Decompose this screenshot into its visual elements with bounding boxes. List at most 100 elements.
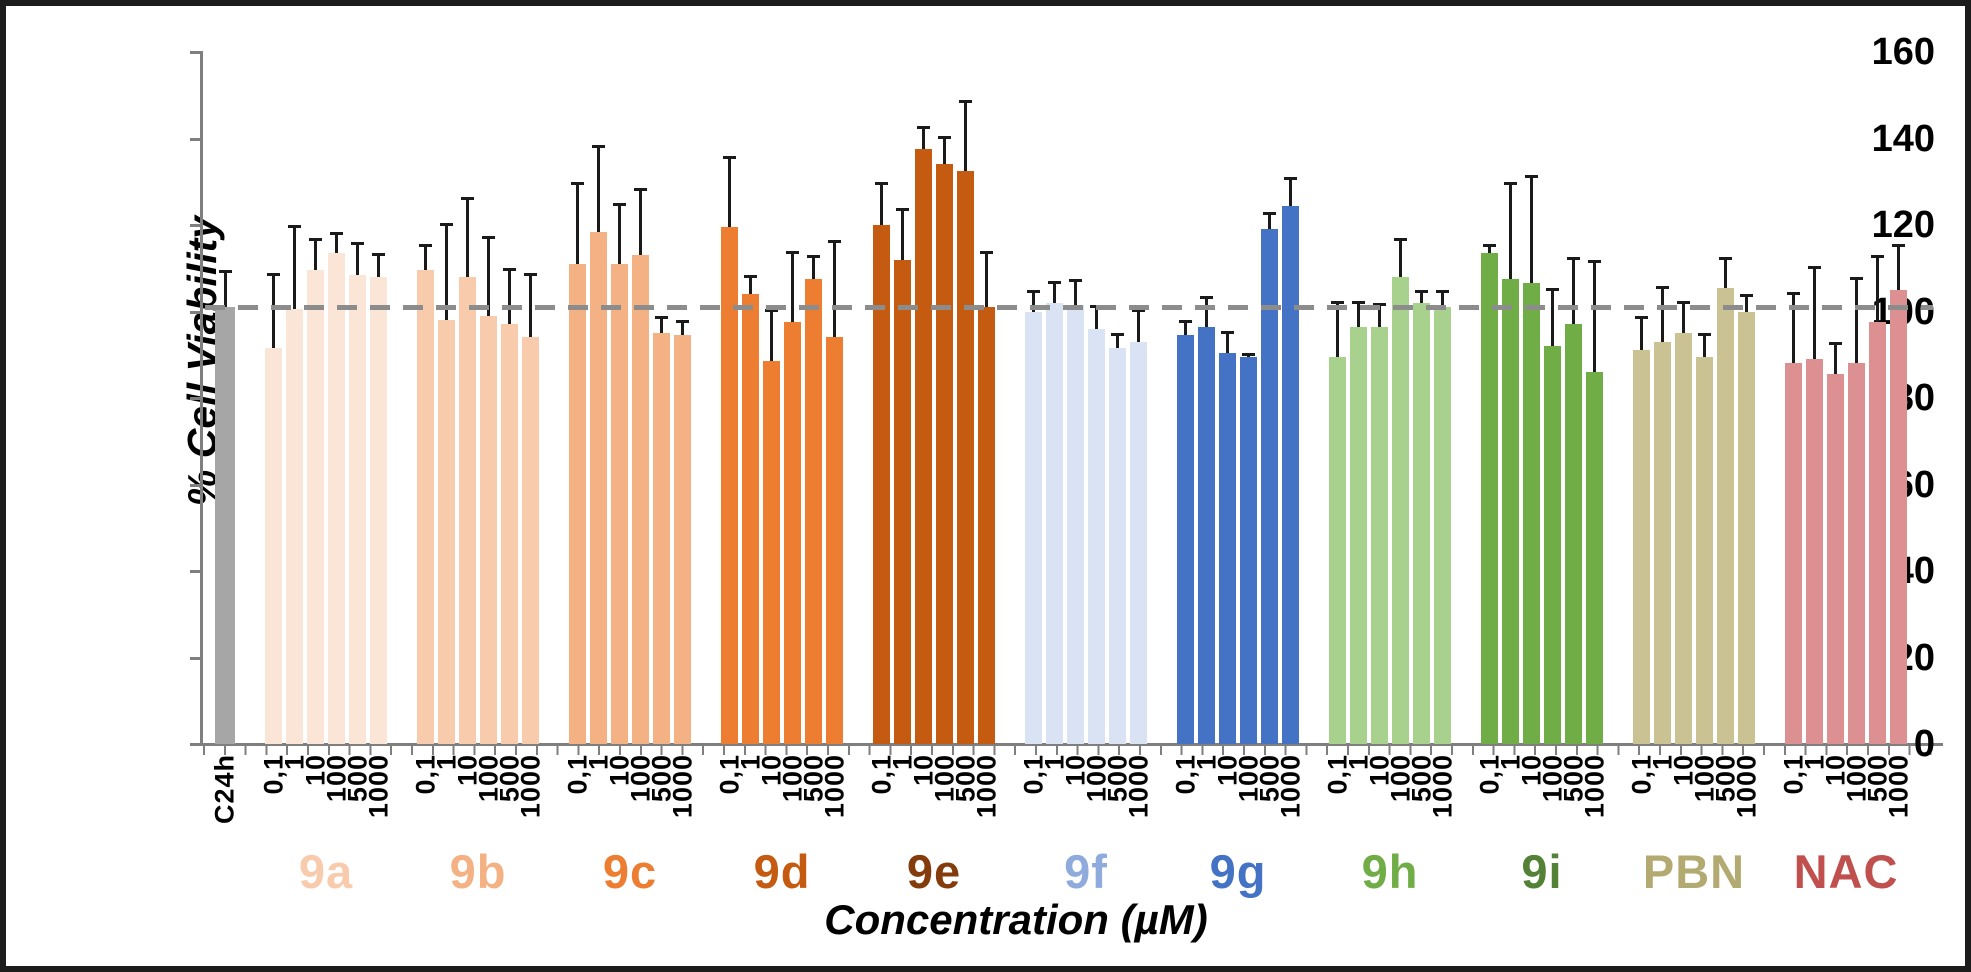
- x-tick-label: 1000: [1579, 754, 1610, 818]
- error-bar: [576, 181, 579, 264]
- bar-slot: 10: [1516, 52, 1546, 786]
- y-tick: [190, 137, 203, 141]
- error-bar: [487, 235, 490, 316]
- error-bar-cap: [1394, 237, 1407, 241]
- bar: [1544, 346, 1561, 744]
- error-bar: [466, 196, 469, 277]
- bar-slot: 1000: [667, 52, 697, 818]
- error-bar: [922, 125, 925, 150]
- x-tick-label-text: 1000: [1123, 754, 1153, 819]
- error-bar-cap: [1698, 333, 1711, 337]
- error-bar: [1745, 294, 1748, 312]
- bar-slot: 0,1: [1474, 52, 1504, 795]
- x-axis-title: Concentration (µM): [824, 896, 1208, 943]
- error-bar: [1226, 330, 1229, 353]
- bar: [1413, 302, 1430, 744]
- error-bar: [1399, 237, 1402, 277]
- error-bar: [880, 181, 883, 225]
- error-bar: [597, 145, 600, 232]
- error-bar: [1137, 309, 1140, 342]
- bar: [873, 225, 890, 744]
- x-tick-label-text: 1000: [363, 754, 393, 819]
- error-bar: [508, 268, 511, 325]
- bar: [328, 253, 345, 744]
- error-bar-cap: [1808, 266, 1821, 270]
- error-bar-cap: [1656, 285, 1669, 289]
- error-bar-cap: [461, 196, 474, 200]
- x-tick-label: 1000: [1123, 754, 1154, 818]
- error-bar: [223, 270, 227, 308]
- error-bar: [1205, 296, 1208, 327]
- bar-slot: 0,1: [1322, 52, 1352, 795]
- y-tick: [190, 397, 203, 400]
- bar-group-9f: 0,1 1 10 100 500 1000 9f: [1018, 52, 1153, 898]
- reference-dashed-line: [205, 305, 1933, 311]
- bar: [1219, 352, 1236, 744]
- error-bar-cap: [980, 250, 993, 254]
- group-label-9i: 9i: [1521, 845, 1563, 898]
- x-tick-label: 1000: [1883, 754, 1914, 818]
- bar-slot: 1000: [363, 52, 393, 818]
- bar-slot: 1000: [1883, 52, 1913, 818]
- bar-slot: 1: [1647, 52, 1677, 770]
- bar: [1633, 350, 1650, 744]
- error-bar-cap: [1048, 281, 1061, 285]
- error-bar-cap: [1373, 302, 1386, 306]
- bar: [1392, 276, 1409, 744]
- error-bar: [529, 272, 532, 338]
- bar-slot: 10: [604, 52, 634, 786]
- x-tick-label-text: 1000: [819, 754, 849, 819]
- error-bar: [445, 222, 448, 321]
- error-bar: [1378, 302, 1381, 327]
- error-bar-cap: [1719, 257, 1732, 261]
- bar-slot: 500: [646, 52, 676, 802]
- bar-slot: 1: [1191, 52, 1221, 770]
- error-bar: [356, 242, 359, 275]
- bar: [459, 276, 476, 744]
- bar: [1025, 311, 1042, 744]
- error-bar-cap: [744, 274, 757, 278]
- error-bar: [1053, 281, 1056, 303]
- error-bar-cap: [419, 244, 432, 248]
- bar-slot: 0,1: [1170, 52, 1200, 795]
- bar: [1827, 374, 1844, 744]
- error-bar-cap: [1221, 330, 1234, 334]
- x-tick-label: 1000: [515, 754, 546, 818]
- bar-slot: 1: [1799, 52, 1829, 770]
- bar-slot: 0,1: [866, 52, 896, 795]
- group-label-9h: 9h: [1361, 845, 1419, 898]
- x-tick-label: 1000: [667, 754, 698, 818]
- error-bar-cap: [1504, 181, 1517, 185]
- bar-slot: 10: [1820, 52, 1850, 786]
- bar-slot: 1: [735, 52, 765, 770]
- x-tick-label: 1000: [971, 754, 1002, 818]
- bar: [417, 270, 434, 744]
- bar-slot: 100: [1841, 52, 1871, 802]
- bar: [894, 259, 911, 744]
- bar: [632, 255, 649, 744]
- bar: [1198, 326, 1215, 744]
- error-bar: [377, 253, 380, 277]
- y-tick: [190, 656, 203, 660]
- group-label-9f: 9f: [1064, 845, 1108, 898]
- bar-group-9a: 0,1 1 10 100 500 1000 9a: [258, 52, 393, 898]
- bar-group-9h: 0,1 1 10 100 500 1000 9h: [1322, 52, 1457, 898]
- error-bar: [833, 240, 836, 338]
- bar-slot: 100: [1081, 52, 1111, 802]
- error-bar: [1640, 315, 1643, 351]
- bar-slot: 1000: [1731, 52, 1761, 818]
- bar: [1109, 348, 1126, 744]
- bar-slot: 1000: [1427, 52, 1457, 818]
- x-tick-label: 1000: [1275, 754, 1306, 818]
- error-bar: [1509, 181, 1512, 280]
- bar: [1261, 229, 1278, 744]
- bar-slot: 0,1: [1626, 52, 1656, 795]
- error-bar: [1095, 305, 1098, 329]
- x-axis-line: [200, 743, 1943, 746]
- error-bar: [1116, 333, 1119, 349]
- bar: [763, 361, 780, 744]
- error-bar: [424, 244, 427, 271]
- error-bar: [1682, 300, 1685, 334]
- x-axis-tickmarks: [203, 746, 1943, 755]
- bar-group-9i: 0,1 1 10 100 500 1000 9i: [1474, 52, 1609, 898]
